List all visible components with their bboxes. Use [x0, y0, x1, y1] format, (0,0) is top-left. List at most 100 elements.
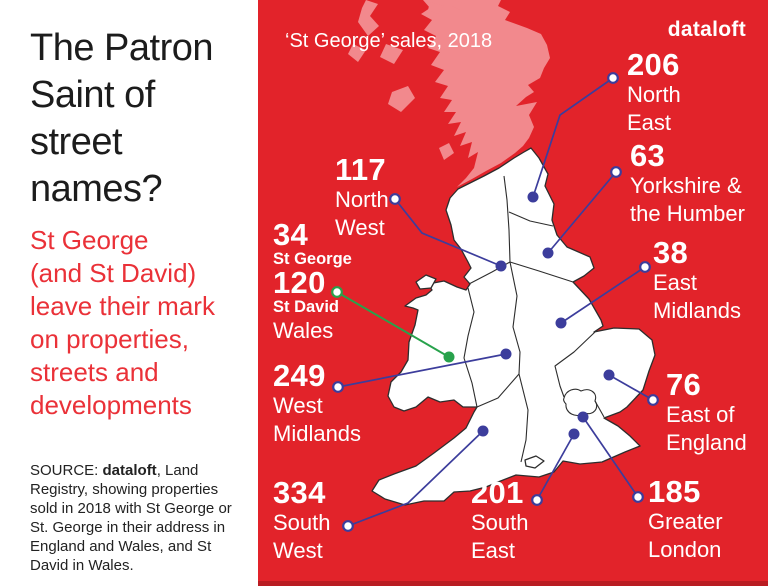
label-dot-greater-london [632, 491, 644, 503]
label-dot-east-of-england [647, 394, 659, 406]
region-name-line: South [273, 510, 331, 535]
label-dot-south-west [342, 520, 354, 532]
region-sublabel: St George [273, 250, 352, 268]
subtitle-line: (and St David) [30, 258, 197, 288]
island-arran [439, 143, 454, 160]
dataloft-logo: dataloft [667, 18, 746, 41]
source-note: SOURCE: dataloft, Land Registry, showing… [30, 461, 242, 575]
region-name-line: East [653, 270, 698, 295]
region-value: 120 [273, 265, 326, 300]
island-skye [380, 44, 403, 64]
label-dot-north-east [607, 72, 619, 84]
region-name-line: West [273, 538, 323, 563]
page-title: The Patron Saint of street names? [30, 25, 214, 213]
region-name-line: Midlands [653, 298, 742, 323]
uk-map-svg [331, 0, 659, 532]
region-label-east-midlands: 38 East Midlands [653, 237, 742, 324]
map-dots [443, 191, 615, 440]
region-name-line: West [335, 215, 385, 240]
scotland-shape [348, 0, 550, 187]
leader-wales [336, 291, 450, 358]
island-uist [348, 44, 366, 62]
region-borders [463, 175, 605, 463]
leader-north-east [532, 77, 614, 198]
title-line: Saint of [30, 74, 155, 116]
island-lewis [358, 0, 379, 36]
region-name-line: Midlands [273, 421, 362, 446]
leader-south-east [536, 433, 575, 501]
subtitle-line: streets and [30, 357, 159, 387]
left-panel: The Patron Saint of street names? St Geo… [0, 0, 258, 586]
label-dot-wales [331, 286, 343, 298]
island-anglesey [415, 274, 437, 290]
region-value: 206 [627, 47, 680, 82]
region-value: 201 [471, 475, 524, 510]
title-line: street [30, 121, 123, 163]
leader-lines [336, 77, 654, 527]
region-label-east-of-england: 76 East of England [666, 367, 747, 456]
label-dots [331, 72, 659, 532]
map-dot-north-east [527, 191, 539, 203]
region-value: 249 [273, 358, 326, 393]
region-value: 334 [273, 475, 326, 510]
region-name-line: the Humber [630, 201, 745, 226]
source-brand: dataloft [102, 462, 157, 479]
label-dot-south-east [531, 494, 543, 506]
region-value: 76 [666, 367, 702, 402]
subtitle-line: St George [30, 225, 149, 255]
source-text: , Land Registry, showing properties sold… [30, 462, 232, 574]
region-value: 117 [335, 152, 386, 187]
title-line: The Patron [30, 27, 214, 69]
map-dot-west-midlands [500, 348, 512, 360]
region-label-north-east: 206 North East [627, 47, 681, 136]
island-orkney [428, 2, 444, 14]
map-dot-north-west [495, 260, 507, 272]
region-name-line: Yorkshire & [630, 173, 742, 198]
region-label-north-west: 117 North West [335, 152, 389, 241]
bottom-strip [258, 581, 768, 586]
leader-greater-london [582, 416, 639, 498]
map-dot-east-of-england [603, 369, 615, 381]
greater-london-border [563, 388, 598, 416]
region-name-line: Wales [273, 318, 334, 343]
region-name-line: East of [666, 402, 735, 427]
region-name-line: West [273, 393, 323, 418]
subtitle-line: on properties, [30, 324, 189, 354]
chart-heading: ‘St George’ sales, 2018 [285, 30, 493, 52]
map-dot-yorkshire [542, 247, 554, 259]
region-name-line: Greater [648, 509, 723, 534]
region-name-line: North [627, 82, 681, 107]
map-dot-wales [443, 351, 455, 363]
region-sublabel: St David [273, 298, 340, 316]
region-name-line: England [666, 430, 747, 455]
leader-east-of-england [608, 374, 654, 401]
map-dot-greater-london [577, 411, 589, 423]
region-value: 63 [630, 138, 666, 173]
map-panel: ‘St George’ sales, 2018 dataloft 206 Nor… [258, 0, 768, 586]
map-dot-east-midlands [555, 317, 567, 329]
region-value: 34 [273, 217, 309, 252]
source-label: SOURCE: [30, 462, 103, 479]
region-name-line: East [627, 110, 672, 135]
subtitle-line: developments [30, 390, 192, 420]
region-label-south-west: 334 South West [273, 475, 331, 564]
region-label-west-midlands: 249 West Midlands [273, 358, 362, 447]
subtitle: St George (and St David) leave their mar… [30, 224, 215, 422]
label-dot-north-west [389, 193, 401, 205]
map-dot-south-east [568, 428, 580, 440]
leader-south-west [347, 430, 484, 527]
region-label-greater-london: 185 Greater London [648, 474, 723, 563]
leader-west-midlands [337, 353, 507, 388]
island-orkney2 [452, 0, 466, 10]
map-dot-south-west [477, 425, 489, 437]
subtitle-line: leave their mark [30, 291, 215, 321]
region-label-st-george-wales: 34 St George [273, 217, 352, 268]
island-wight [524, 455, 545, 469]
label-dot-yorkshire [610, 166, 622, 178]
region-value: 185 [648, 474, 701, 509]
region-label-south-east: 201 South East [471, 475, 529, 564]
region-name-line: South [471, 510, 529, 535]
leader-north-west [394, 198, 502, 267]
title-line: names? [30, 168, 163, 210]
